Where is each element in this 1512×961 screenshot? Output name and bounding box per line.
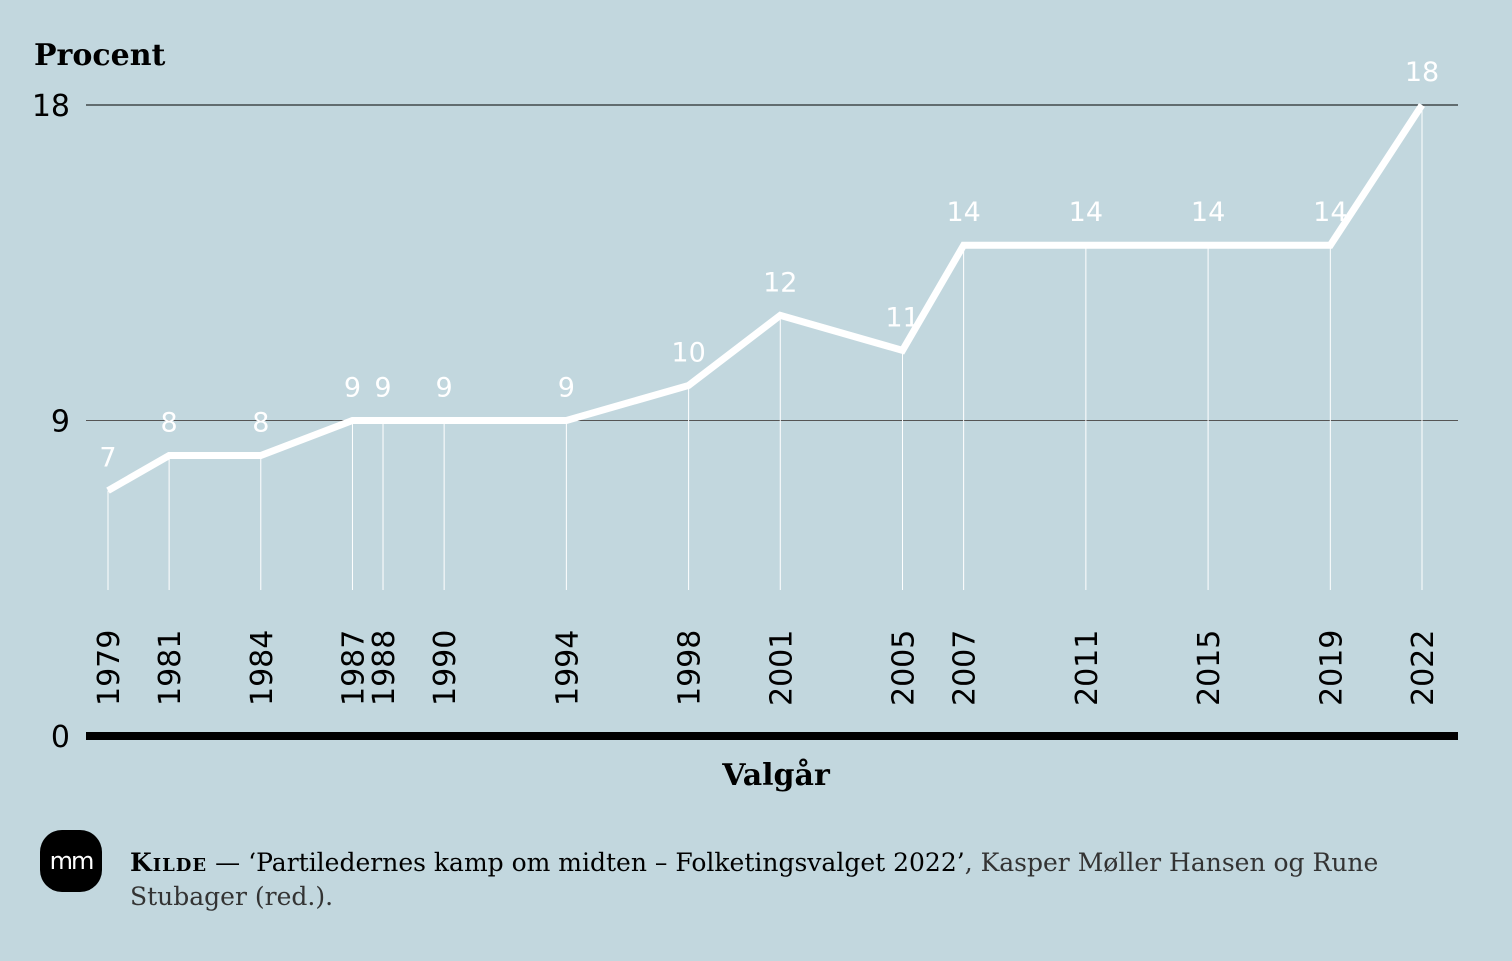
data-label-2019: 14 [1313,197,1347,228]
x-tick-label-2022: 2022 [1406,630,1441,706]
data-label-2015: 14 [1191,197,1225,228]
series-line [106,103,1425,494]
data-label-1998: 10 [671,337,705,368]
data-label-1990: 9 [436,373,453,404]
x-tick-label-1990: 1990 [428,630,463,706]
source-title: ‘Partiledernes kamp om midten – Folketin… [248,848,965,877]
source-dash: — [215,848,241,877]
x-tick-label-2011: 2011 [1070,630,1105,706]
data-label-1988: 9 [374,373,391,404]
x-tick-label-1979: 1979 [92,630,127,706]
gridlines [86,104,1458,740]
x-tick-label-2019: 2019 [1314,630,1349,706]
mm-logo: mm [40,830,102,892]
x-tick-label-1981: 1981 [153,630,188,706]
data-label-2011: 14 [1069,197,1103,228]
y-tick-labels: 0 9 18 [32,89,70,755]
x-tick-label-2015: 2015 [1192,630,1227,706]
x-axis-title: Valgår [722,758,830,793]
series [106,103,1425,494]
x-tick-label-1994: 1994 [550,630,585,706]
data-label-1987: 9 [344,373,361,404]
x-tick-label-1998: 1998 [673,630,708,706]
y-tick-label-9: 9 [51,405,70,440]
source-note: Kilde — ‘Partiledernes kamp om midten – Fo… [130,846,1450,914]
data-label-1994: 9 [558,373,575,404]
source-label: Kilde [130,848,208,877]
y-tick-label-0: 0 [51,720,70,755]
data-label-1981: 8 [161,408,178,439]
x-tick-label-1988: 1988 [367,630,402,706]
y-tick-label-18: 18 [32,89,70,124]
x-tick-label-2005: 2005 [887,630,922,706]
x-tick-label-1984: 1984 [245,630,280,706]
source-authors: , Kasper Møller Hansen og Rune Stubager … [130,848,1379,911]
drop-lines [107,105,1423,590]
data-label-1984: 8 [252,408,269,439]
x-tick-label-2007: 2007 [948,630,983,706]
x-tick-label-2001: 2001 [764,630,799,706]
data-label-2022: 18 [1405,57,1439,88]
data-label-2001: 12 [763,267,797,298]
data-label-2005: 11 [885,302,919,333]
x-tick-label-1987: 1987 [336,630,371,706]
data-label-1979: 7 [99,443,116,474]
y-axis-title: Procent [34,38,166,73]
data-label-2007: 14 [946,197,980,228]
